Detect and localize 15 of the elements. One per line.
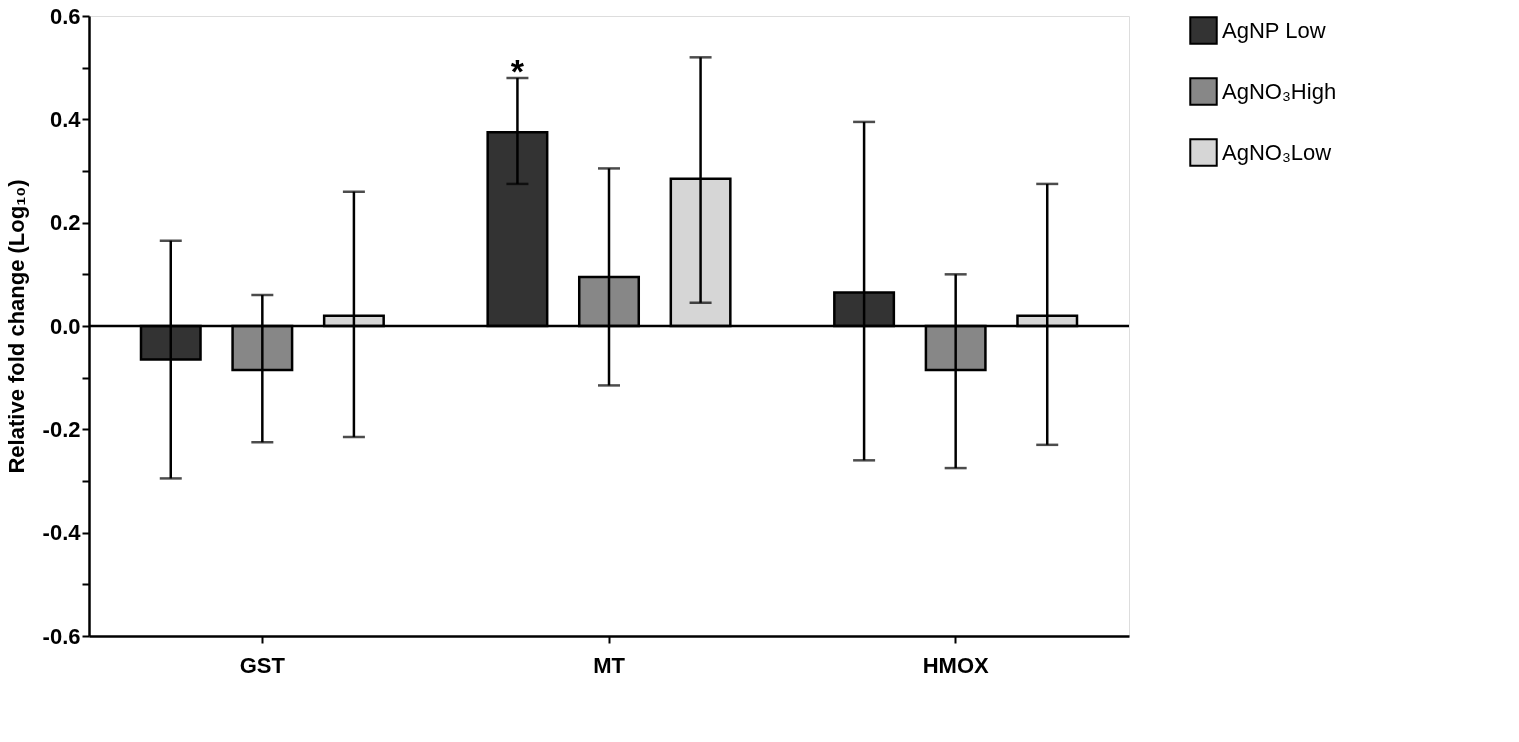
x-tick-label: GST [239,652,286,678]
y-axis-title: Relative fold change (Log₁₀) [3,179,29,474]
y-tick-label: 0.6 [49,3,81,29]
y-tick-label: -0.4 [42,520,82,546]
legend-label: AgNO₃High [1222,78,1337,104]
legend-label: AgNP Low [1222,17,1326,43]
y-tick-label: 0.4 [49,106,82,132]
x-tick-label: MT [593,652,626,678]
annotation: * [510,52,525,90]
y-tick-label: -0.2 [42,416,81,442]
legend-label: AgNO₃Low [1222,139,1332,165]
y-tick-label: 0.2 [49,210,81,236]
y-tick-label: -0.6 [42,623,81,649]
y-tick-label: 0.0 [49,313,81,339]
x-tick-label: HMOX [922,652,989,678]
